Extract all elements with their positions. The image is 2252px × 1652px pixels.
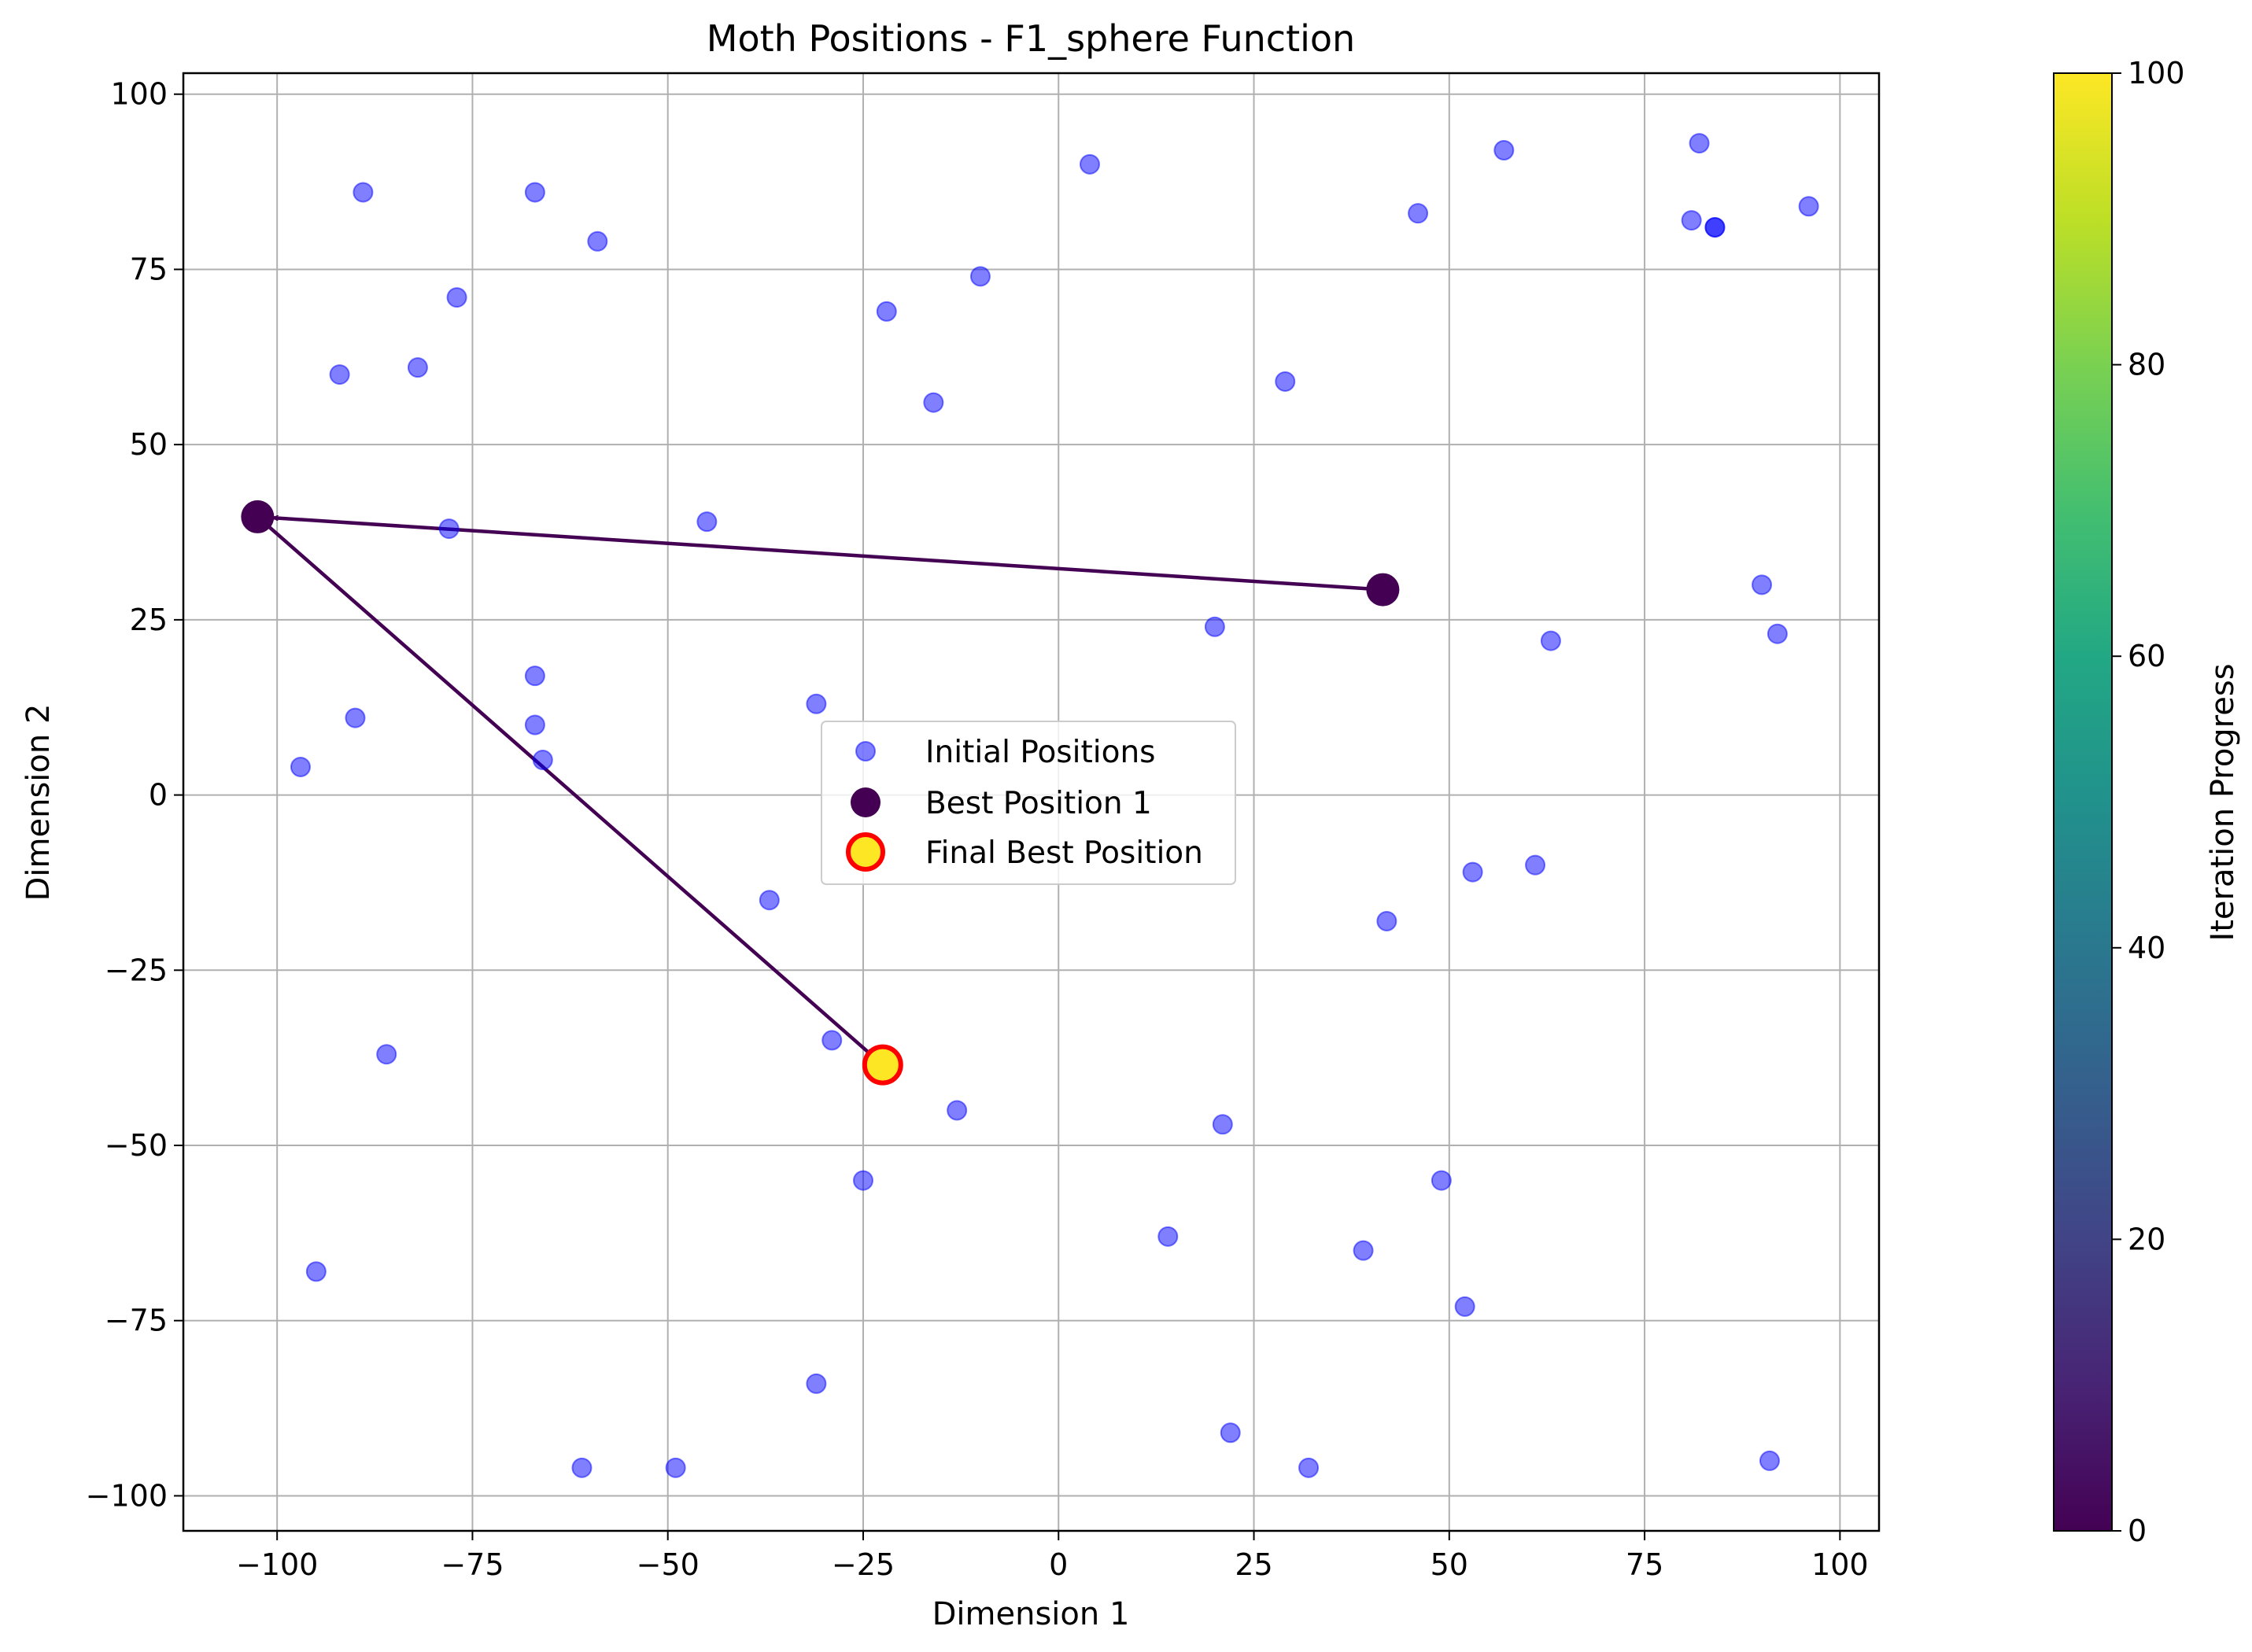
final-best-position-point xyxy=(862,1044,903,1086)
initial-position-point xyxy=(1431,1170,1452,1191)
initial-position-point xyxy=(1275,371,1296,392)
initial-position-point xyxy=(438,518,460,540)
initial-position-point xyxy=(1298,1457,1320,1478)
initial-position-point xyxy=(1212,1114,1233,1135)
final-best-position-series xyxy=(862,1044,903,1086)
colorbar-label: Iteration Progress xyxy=(2205,663,2241,941)
legend-label-best: Best Position 1 xyxy=(925,786,1152,821)
initial-position-point xyxy=(587,230,608,252)
initial-position-point xyxy=(1079,153,1100,175)
x-tick-label: −100 xyxy=(236,1547,318,1582)
best-position-point xyxy=(1366,573,1400,607)
initial-position-point xyxy=(665,1457,686,1478)
legend-label-final: Final Best Position xyxy=(925,835,1203,871)
initial-position-point xyxy=(1704,216,1726,238)
legend-marker-best xyxy=(851,787,880,817)
initial-position-point xyxy=(1204,616,1225,637)
initial-position-point xyxy=(376,1044,397,1065)
y-axis-ticks: −100 −75 −50 −25 0 25 50 75 100 xyxy=(86,77,183,1513)
colorbar: 0 20 40 60 80 100 Iteration Progress xyxy=(2053,56,2241,1548)
colorbar-tick-label: 80 xyxy=(2128,348,2165,382)
initial-position-point xyxy=(759,890,780,911)
y-tick-label: −100 xyxy=(86,1478,168,1513)
initial-position-point xyxy=(524,666,545,687)
y-tick-label: 50 xyxy=(130,427,168,462)
y-axis-label: Dimension 2 xyxy=(20,704,57,902)
x-tick-label: 100 xyxy=(1811,1547,1869,1582)
initial-position-point xyxy=(1157,1226,1179,1247)
initial-position-point xyxy=(290,756,311,777)
plot-frame xyxy=(182,72,1881,1532)
y-tick-label: 75 xyxy=(130,252,168,286)
colorbar-tick-label: 40 xyxy=(2128,931,2165,965)
chart-title: Moth Positions - F1_sphere Function xyxy=(707,17,1355,60)
initial-position-point xyxy=(532,750,553,771)
y-tick-label: −50 xyxy=(105,1128,168,1163)
initial-position-point xyxy=(1408,203,1429,224)
initial-position-point xyxy=(821,1030,843,1051)
x-tick-label: −50 xyxy=(637,1547,700,1582)
colorbar-gradient xyxy=(2053,72,2113,1532)
x-tick-label: 25 xyxy=(1235,1547,1272,1582)
y-tick-label: 100 xyxy=(110,77,168,112)
colorbar-tick-label: 0 xyxy=(2128,1514,2147,1548)
initial-positions-series xyxy=(290,133,1819,1478)
legend-marker-initial xyxy=(855,741,876,761)
x-tick-label: −75 xyxy=(441,1547,504,1582)
initial-position-point xyxy=(876,301,897,322)
best-position-point xyxy=(241,500,275,533)
x-tick-label: 50 xyxy=(1431,1547,1468,1582)
initial-position-point xyxy=(1462,861,1483,883)
colorbar-tick-label: 20 xyxy=(2128,1222,2165,1256)
initial-position-point xyxy=(407,357,428,378)
initial-position-point xyxy=(1493,139,1515,160)
legend-box xyxy=(821,721,1236,885)
initial-position-point xyxy=(1454,1296,1475,1317)
initial-position-point xyxy=(696,511,718,533)
initial-position-point xyxy=(1376,910,1397,931)
x-tick-label: 75 xyxy=(1626,1547,1663,1582)
colorbar-ticks: 0 20 40 60 80 100 xyxy=(2112,56,2185,1548)
initial-position-point xyxy=(806,693,827,714)
legend-label-initial: Initial Positions xyxy=(925,735,1155,770)
initial-position-point xyxy=(1525,854,1546,876)
initial-position-point xyxy=(1681,210,1702,231)
y-tick-label: −75 xyxy=(105,1304,168,1338)
legend: Initial Positions Best Position 1 Final … xyxy=(821,721,1236,885)
initial-position-point xyxy=(1689,133,1710,154)
initial-position-point xyxy=(806,1373,827,1394)
initial-position-point xyxy=(1220,1422,1241,1444)
initial-position-point xyxy=(1798,196,1819,217)
y-tick-label: −25 xyxy=(105,953,168,987)
initial-position-point xyxy=(1752,574,1773,596)
best-position-series xyxy=(241,500,1400,607)
initial-position-point xyxy=(852,1170,873,1191)
x-axis-label: Dimension 1 xyxy=(932,1596,1130,1632)
initial-position-point xyxy=(329,364,350,385)
initial-position-point xyxy=(1353,1240,1374,1261)
x-tick-label: −25 xyxy=(832,1547,895,1582)
legend-marker-final xyxy=(846,832,885,872)
y-tick-label: 25 xyxy=(130,603,168,637)
initial-position-point xyxy=(1759,1450,1780,1471)
initial-position-point xyxy=(353,182,374,203)
initial-position-point xyxy=(446,287,467,308)
colorbar-tick-label: 60 xyxy=(2128,639,2165,673)
y-tick-label: 0 xyxy=(149,778,168,813)
initial-position-point xyxy=(1540,630,1561,651)
initial-position-point xyxy=(969,266,991,287)
path-arrow xyxy=(256,515,870,1056)
initial-position-point xyxy=(923,392,944,413)
initial-position-point xyxy=(571,1457,593,1478)
initial-position-point xyxy=(1767,623,1788,644)
colorbar-tick-label: 100 xyxy=(2128,56,2185,90)
initial-position-point xyxy=(345,707,366,728)
initial-position-point xyxy=(524,182,545,203)
initial-position-point xyxy=(305,1261,327,1282)
x-axis-ticks: −100 −75 −50 −25 0 25 50 75 100 xyxy=(236,1531,1869,1582)
initial-position-point xyxy=(947,1100,968,1121)
initial-position-point xyxy=(524,714,545,736)
x-tick-label: 0 xyxy=(1049,1547,1068,1582)
